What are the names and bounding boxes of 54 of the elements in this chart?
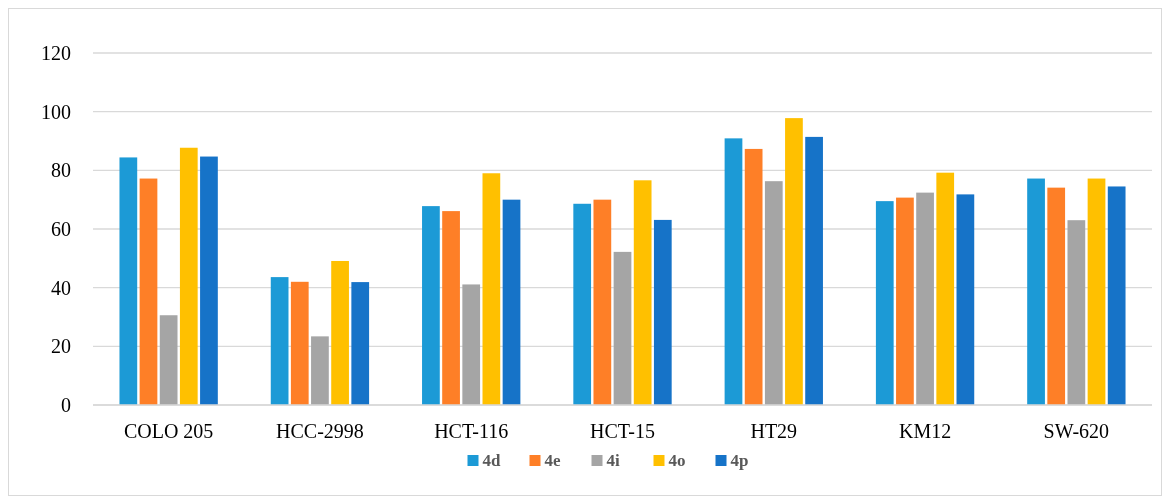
x-tick-label: KM12 — [898, 420, 952, 442]
bar — [724, 138, 743, 405]
legend-label: 4e — [544, 451, 561, 470]
y-tick-label: 0 — [61, 394, 71, 416]
bar — [290, 281, 309, 405]
y-tick-label: 80 — [51, 159, 71, 182]
bar — [875, 201, 894, 405]
bar — [200, 156, 218, 405]
x-tick-label: COLO 205 — [123, 420, 214, 442]
bar — [482, 173, 501, 405]
bar — [351, 282, 370, 405]
bar — [270, 277, 289, 405]
y-tick-label: 120 — [41, 42, 71, 64]
x-tick-label: HCT-116 — [434, 420, 509, 442]
bar — [573, 203, 592, 405]
bar — [785, 118, 803, 405]
bar — [633, 180, 652, 405]
x-tick-label: HT29 — [750, 420, 798, 442]
x-tick-label: HCT-15 — [590, 420, 655, 442]
bar — [805, 136, 823, 405]
bar — [139, 178, 158, 405]
bar — [1047, 187, 1066, 405]
bar — [613, 251, 632, 405]
bar — [462, 284, 481, 405]
y-tick-label: 40 — [51, 276, 71, 299]
y-tick-label: 100 — [41, 100, 71, 123]
x-tick-label: SW-620 — [1043, 420, 1110, 442]
bar — [311, 336, 329, 405]
bar — [744, 148, 763, 405]
y-tick-label: 20 — [51, 335, 71, 358]
bar — [179, 147, 198, 405]
bar — [593, 199, 612, 405]
bar — [331, 260, 349, 405]
bar — [159, 315, 178, 405]
bar — [1087, 178, 1106, 405]
bar — [896, 197, 914, 405]
bar — [936, 172, 955, 405]
bar — [502, 199, 521, 405]
bar — [653, 219, 672, 405]
bar — [956, 194, 975, 405]
legend-label: 4o — [668, 451, 686, 470]
bar — [422, 206, 440, 405]
x-tick-label: HCC-2998 — [276, 420, 364, 442]
bar — [442, 211, 460, 405]
legend-label: 4p — [730, 451, 749, 470]
bar — [1067, 220, 1086, 405]
bar — [119, 157, 138, 405]
legend-label: 4d — [482, 451, 501, 470]
bar — [1027, 178, 1045, 405]
y-tick-label: 60 — [51, 218, 71, 240]
legend-label: 4i — [606, 451, 620, 470]
bar — [1107, 186, 1126, 405]
bar — [916, 192, 934, 405]
bar — [764, 181, 783, 405]
